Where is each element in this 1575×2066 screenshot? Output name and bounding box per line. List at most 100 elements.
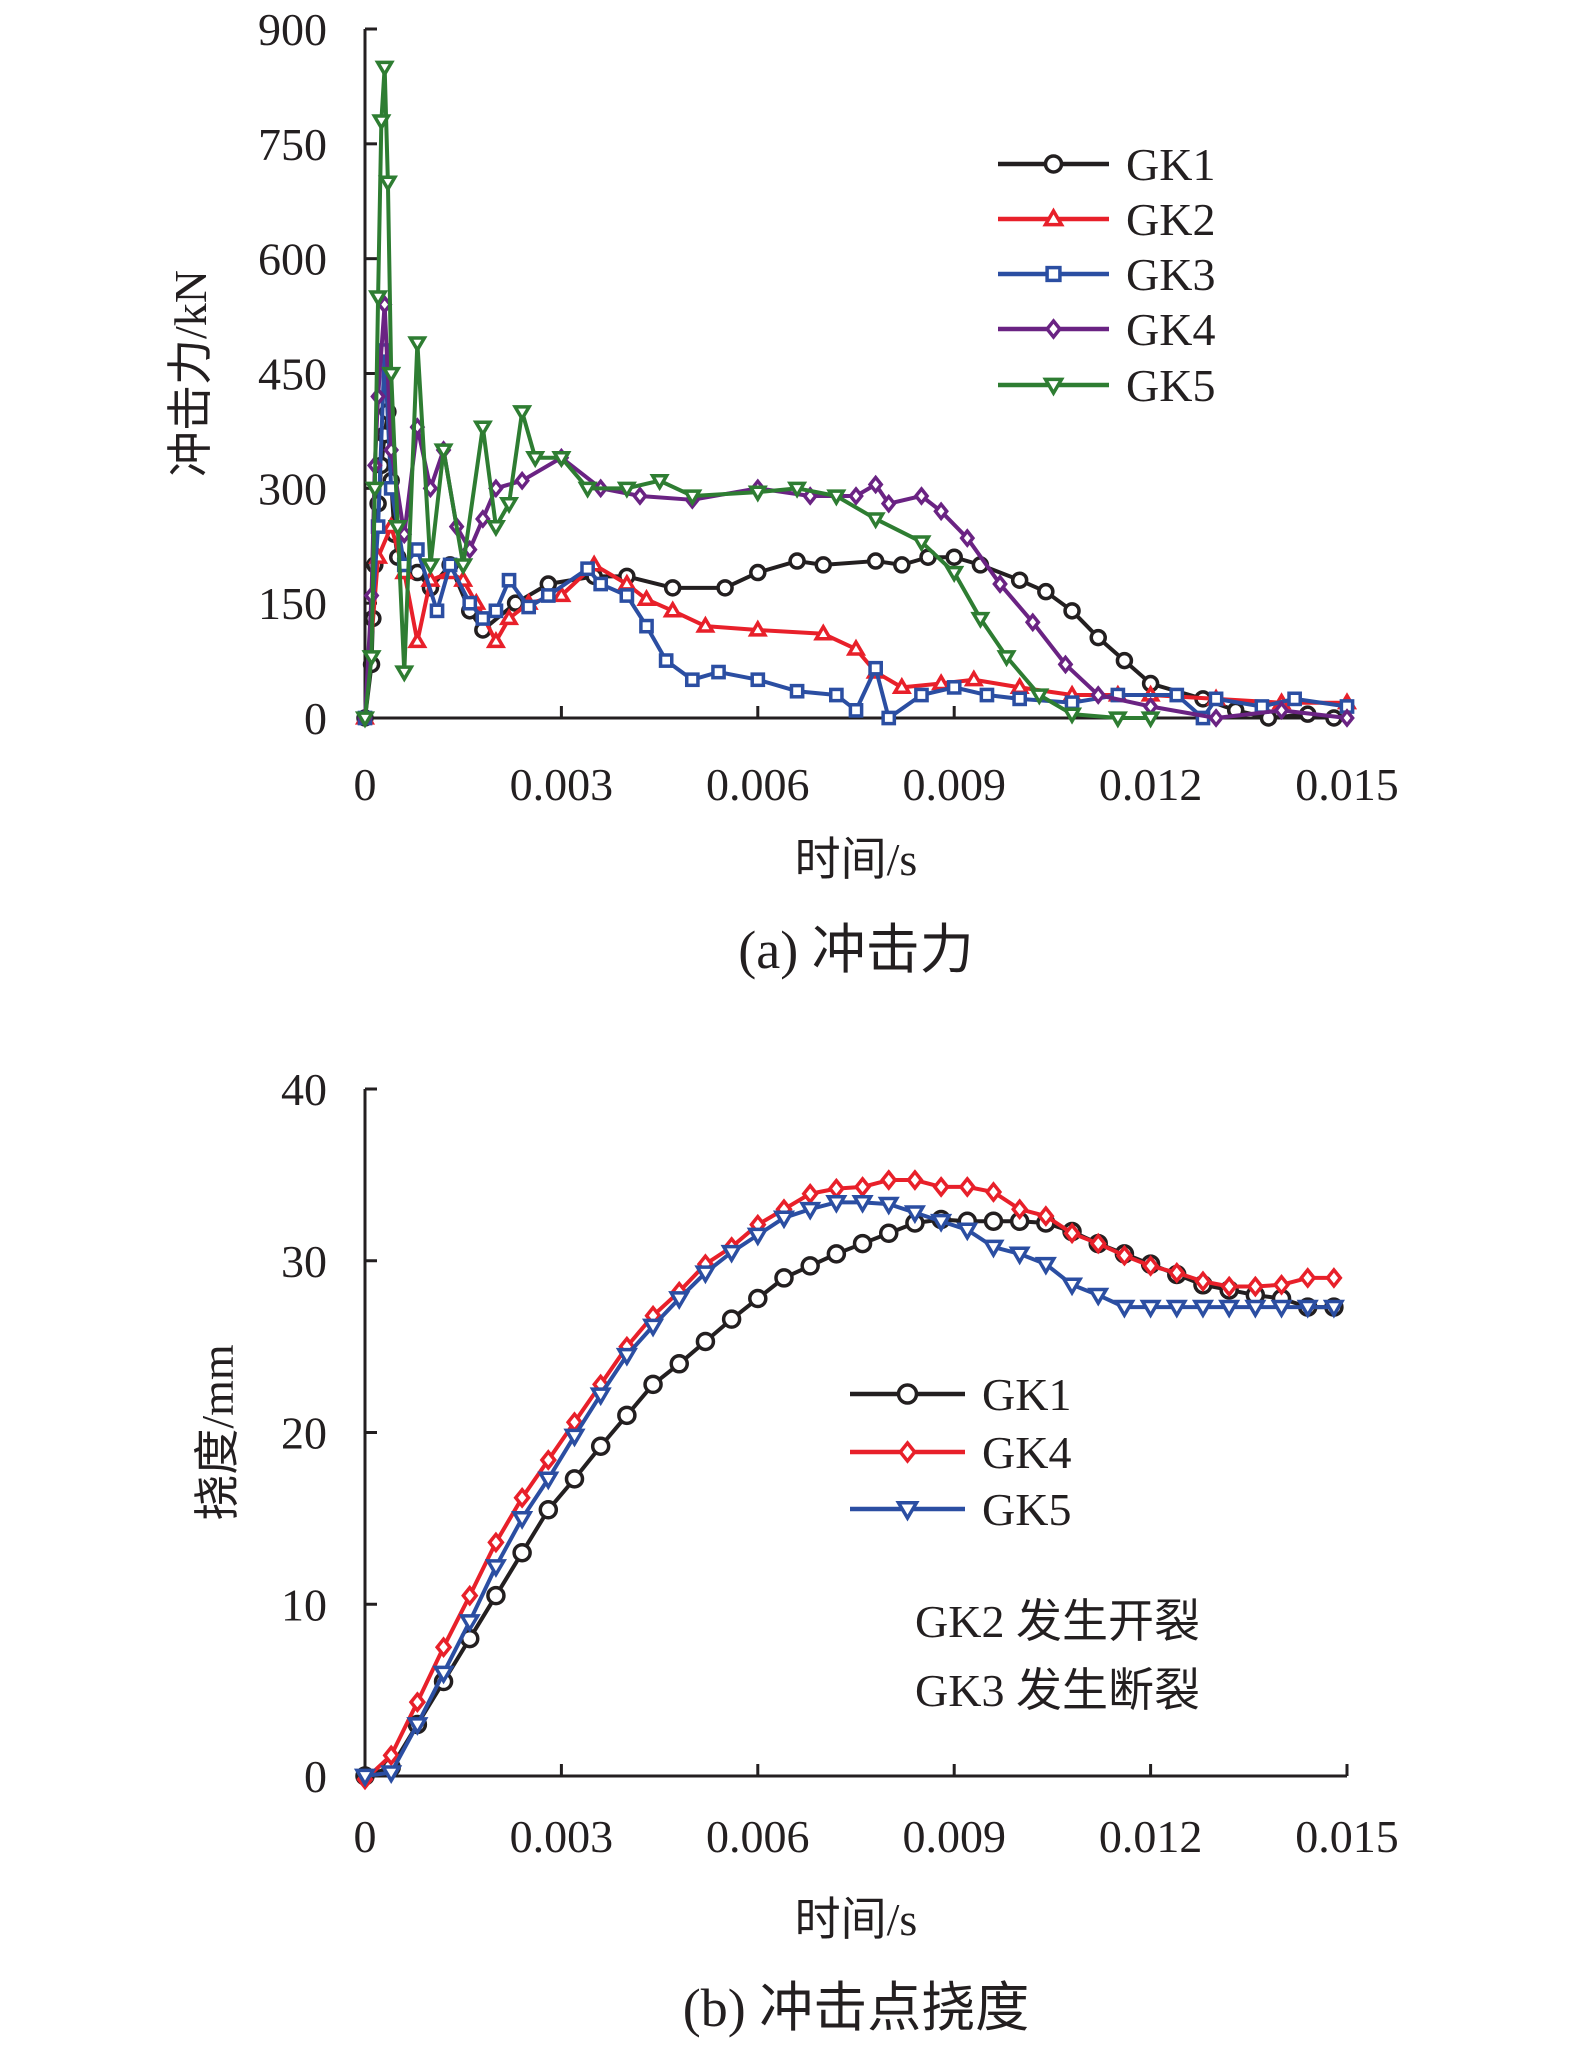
marker-diamond: [382, 1744, 400, 1767]
marker-triangle-up: [1009, 676, 1030, 695]
marker-triangle-down: [1029, 688, 1050, 706]
y-tick-label: 40: [281, 1064, 327, 1115]
marker-diamond: [1168, 1261, 1186, 1284]
marker-circle: [852, 1233, 873, 1254]
marker-square: [1169, 687, 1185, 703]
marker-circle: [617, 1405, 637, 1426]
series-gk5: [353, 1195, 1345, 1788]
marker-square: [429, 603, 445, 619]
marker-square: [501, 572, 517, 588]
marker-triangle-down: [1107, 711, 1128, 729]
legend-label: GK5: [1126, 360, 1215, 411]
marker-circle: [896, 1383, 919, 1405]
marker-triangle-up: [963, 669, 984, 687]
marker-circle: [721, 1309, 742, 1329]
marker-triangle-down: [433, 443, 454, 461]
marker-square: [619, 588, 635, 603]
marker-diamond: [880, 1169, 898, 1191]
marker-triangle-down: [930, 1213, 953, 1233]
marker-triangle-down: [649, 474, 670, 492]
marker-diamond: [514, 470, 530, 491]
marker-triangle-down: [1270, 1299, 1293, 1319]
marker-triangle-down: [551, 451, 572, 469]
marker-triangle-down: [537, 1471, 560, 1491]
marker-triangle-down: [1140, 711, 1161, 729]
marker-triangle-up: [813, 623, 834, 641]
legend-item-gk4: GK4: [850, 1427, 1071, 1478]
marker-circle: [1043, 154, 1064, 174]
annotation: GK2 发生开裂: [915, 1596, 1200, 1647]
marker-diamond: [1339, 708, 1355, 728]
legend-item-gk5: GK5: [998, 360, 1215, 411]
marker-triangle-up: [407, 630, 428, 649]
marker-diamond: [474, 509, 491, 529]
marker-diamond: [632, 486, 648, 506]
marker-triangle-down: [589, 1387, 612, 1407]
marker-triangle-down: [432, 1665, 455, 1685]
marker-triangle-down: [799, 1201, 822, 1221]
legend-item-gk3: GK3: [998, 249, 1215, 300]
x-tick-label: 0.006: [706, 1811, 810, 1862]
marker-triangle-down: [1034, 1256, 1057, 1276]
x-tick-label: 0.003: [510, 759, 614, 810]
marker-diamond: [408, 1691, 427, 1713]
marker-diamond: [1220, 1275, 1238, 1298]
x-tick-label: 0.015: [1295, 759, 1399, 810]
marker-diamond: [853, 1176, 872, 1198]
marker-triangle-down: [851, 1195, 874, 1214]
legend-item-gk2: GK2: [998, 194, 1215, 245]
marker-triangle-down: [826, 489, 847, 507]
marker-diamond: [1208, 708, 1224, 728]
marker-circle: [1010, 571, 1029, 589]
marker-triangle-down: [641, 1318, 665, 1338]
marker-diamond: [898, 1440, 917, 1464]
marker-triangle-down: [407, 336, 428, 354]
marker-square: [488, 603, 504, 619]
marker-diamond: [913, 486, 930, 506]
marker-circle: [663, 579, 682, 597]
marker-square: [658, 653, 674, 668]
marker-triangle-down: [682, 489, 703, 507]
marker-diamond: [867, 474, 884, 495]
legend-item-gk5: GK5: [850, 1484, 1071, 1535]
marker-circle: [486, 1585, 506, 1606]
legend-label: GK4: [1126, 304, 1215, 355]
marker-triangle-down: [1139, 1299, 1162, 1319]
marker-triangle-down: [720, 1244, 743, 1264]
marker-square: [442, 557, 458, 573]
marker-diamond: [1044, 318, 1063, 340]
x-tick-label: 0: [354, 759, 377, 810]
marker-triangle-down: [1296, 1299, 1319, 1319]
marker-diamond: [959, 528, 976, 548]
marker-diamond: [461, 1584, 479, 1607]
marker-diamond: [1090, 685, 1107, 705]
marker-triangle-down: [1113, 1299, 1136, 1319]
marker-diamond: [539, 1449, 557, 1471]
marker-triangle-down: [825, 1195, 848, 1214]
legend-item-gk1: GK1: [850, 1369, 1071, 1420]
marker-triangle-down: [453, 558, 474, 576]
marker-diamond: [1063, 1222, 1081, 1245]
marker-triangle-down: [364, 481, 385, 499]
marker-diamond: [1273, 700, 1290, 721]
marker-triangle-down: [387, 519, 408, 538]
series-line: [363, 65, 1151, 720]
marker-triangle-down: [1060, 1277, 1084, 1297]
marker-square: [475, 611, 491, 626]
marker-diamond: [1141, 1255, 1160, 1277]
legend-item-gk4: GK4: [998, 304, 1215, 355]
chart-caption: (a) 冲击力: [738, 920, 973, 980]
marker-triangle-up: [498, 608, 520, 626]
y-tick-label: 150: [258, 578, 327, 629]
marker-triangle-down: [746, 1227, 769, 1247]
marker-triangle-up: [845, 638, 867, 656]
marker-circle: [945, 548, 963, 566]
marker-circle: [669, 1354, 689, 1374]
marker-triangle-down: [1244, 1299, 1267, 1319]
marker-square: [1045, 265, 1062, 283]
marker-triangle-down: [485, 519, 506, 538]
marker-triangle-down: [525, 451, 546, 469]
series-gk1: [356, 403, 1343, 727]
marker-square: [829, 687, 844, 703]
marker-triangle-down: [747, 485, 768, 503]
